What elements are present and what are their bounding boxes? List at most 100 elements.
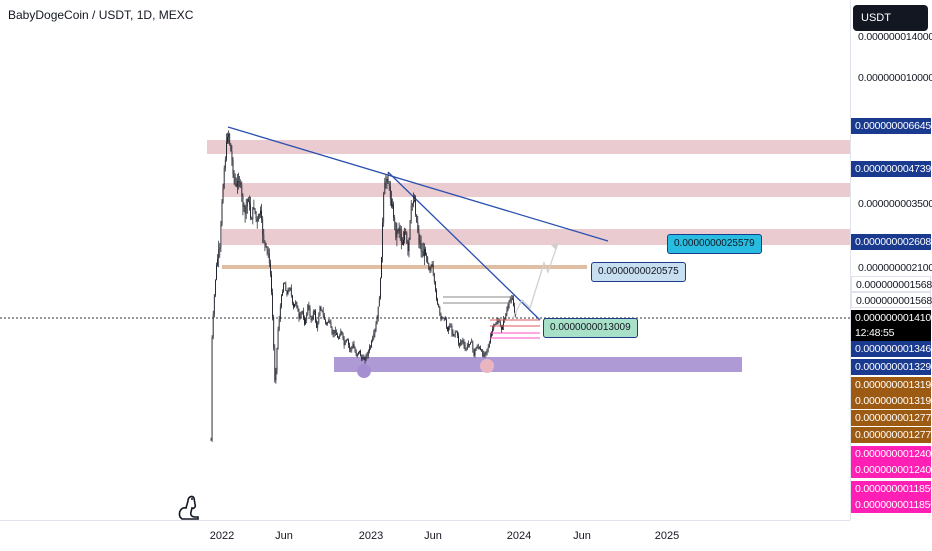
candle-body [483,353,485,357]
candle-body [374,329,376,334]
candle-body [381,256,382,279]
candle-body [471,341,473,343]
candle-body [450,326,452,327]
price-label: 0.0000000014101 [851,310,932,326]
candle-body [411,203,413,206]
candle-body [245,206,247,214]
candle-body [242,195,244,207]
candle-body [308,305,310,309]
candle-body [344,341,346,345]
callout-label: 0.0000000025579 [667,234,762,254]
candle-body [334,330,336,333]
candle-body [469,344,470,346]
candle-body [372,337,374,342]
candle-body [304,318,305,325]
candle-body [495,324,497,325]
candle-body [323,315,325,320]
candle-body [297,306,299,312]
candle-body [263,234,265,241]
candle-body [377,306,379,319]
candle-body [358,352,359,354]
candle-body [458,335,459,344]
candle-body [439,306,441,314]
candle-body [502,326,503,330]
bottom-marker [357,364,371,378]
candle-body [347,339,348,341]
symbol-title: BabyDogeCoin / USDT, 1D, MEXC [8,8,194,22]
candle-body [376,318,378,324]
candle-body [472,341,474,349]
price-label: 0.0000000015689 [851,292,932,308]
candle-body [339,336,341,339]
candle-body [254,208,256,212]
candle-body [294,303,295,308]
candle-body [417,221,419,232]
candle-body [221,201,223,225]
candle-body [432,264,434,274]
candle-body [447,327,448,331]
candle-body [438,304,440,307]
candle-body [493,325,495,330]
candle-body [360,350,361,357]
candle-body [475,347,477,351]
candle-body [293,303,294,308]
price-label: 0.0000000013293 [851,359,932,375]
candle-body [281,295,282,307]
candle-body [505,313,507,319]
candle-body [481,349,482,351]
candle-body [512,298,513,300]
candle-body [312,311,314,318]
candle-body [507,305,509,311]
candle-body [325,319,326,323]
candle-body [278,319,280,330]
candle-body [427,256,429,264]
candle-body [367,350,369,356]
candle-body [272,292,273,317]
candle-body [274,347,276,381]
candle-body [226,141,227,160]
candle-body [341,331,343,334]
candle-body [252,207,254,220]
candle-body [497,320,499,323]
candle-body [399,227,401,234]
candles-group [210,130,517,442]
candle-body [300,312,302,315]
candle-body [397,230,399,232]
candle-body [212,314,214,337]
candle-body [446,319,447,328]
candle-body [337,334,338,338]
candle-body [413,201,414,204]
candle-body [391,198,392,207]
candle-body [440,313,442,318]
candle-body [239,181,240,183]
candle-body [509,299,511,302]
candle-body [482,350,484,357]
candle-body [228,134,229,137]
price-chart[interactable] [0,0,850,520]
currency-button[interactable]: USDT [853,5,928,31]
resistance-zone-top [207,140,850,154]
candle-body [231,151,233,161]
candle-body [238,180,239,182]
tradingview-logo-icon [178,495,199,520]
candle-body [306,314,308,320]
candle-body [270,263,271,275]
candle-body [473,348,475,356]
candle-body [305,319,306,325]
candle-body [349,344,350,349]
candle-body [426,255,427,257]
candle-body [303,311,304,319]
time-axis[interactable]: 2022 Jun 2023 Jun 2024 Jun 2025 [0,520,850,551]
candle-body [369,347,370,351]
candle-body [476,346,478,348]
candle-body [345,339,347,342]
candle-body [332,333,334,335]
range-box [443,296,540,339]
price-axis[interactable]: 0.0000000140000 0.0000000100000 0.000000… [850,0,932,520]
price-label: 0.0000000011850 [851,481,932,497]
candle-body [498,320,500,323]
price-label: 0.0000000013198 [851,393,932,409]
candle-body [504,318,506,320]
candle-body [359,350,360,353]
candle-body [407,242,409,252]
